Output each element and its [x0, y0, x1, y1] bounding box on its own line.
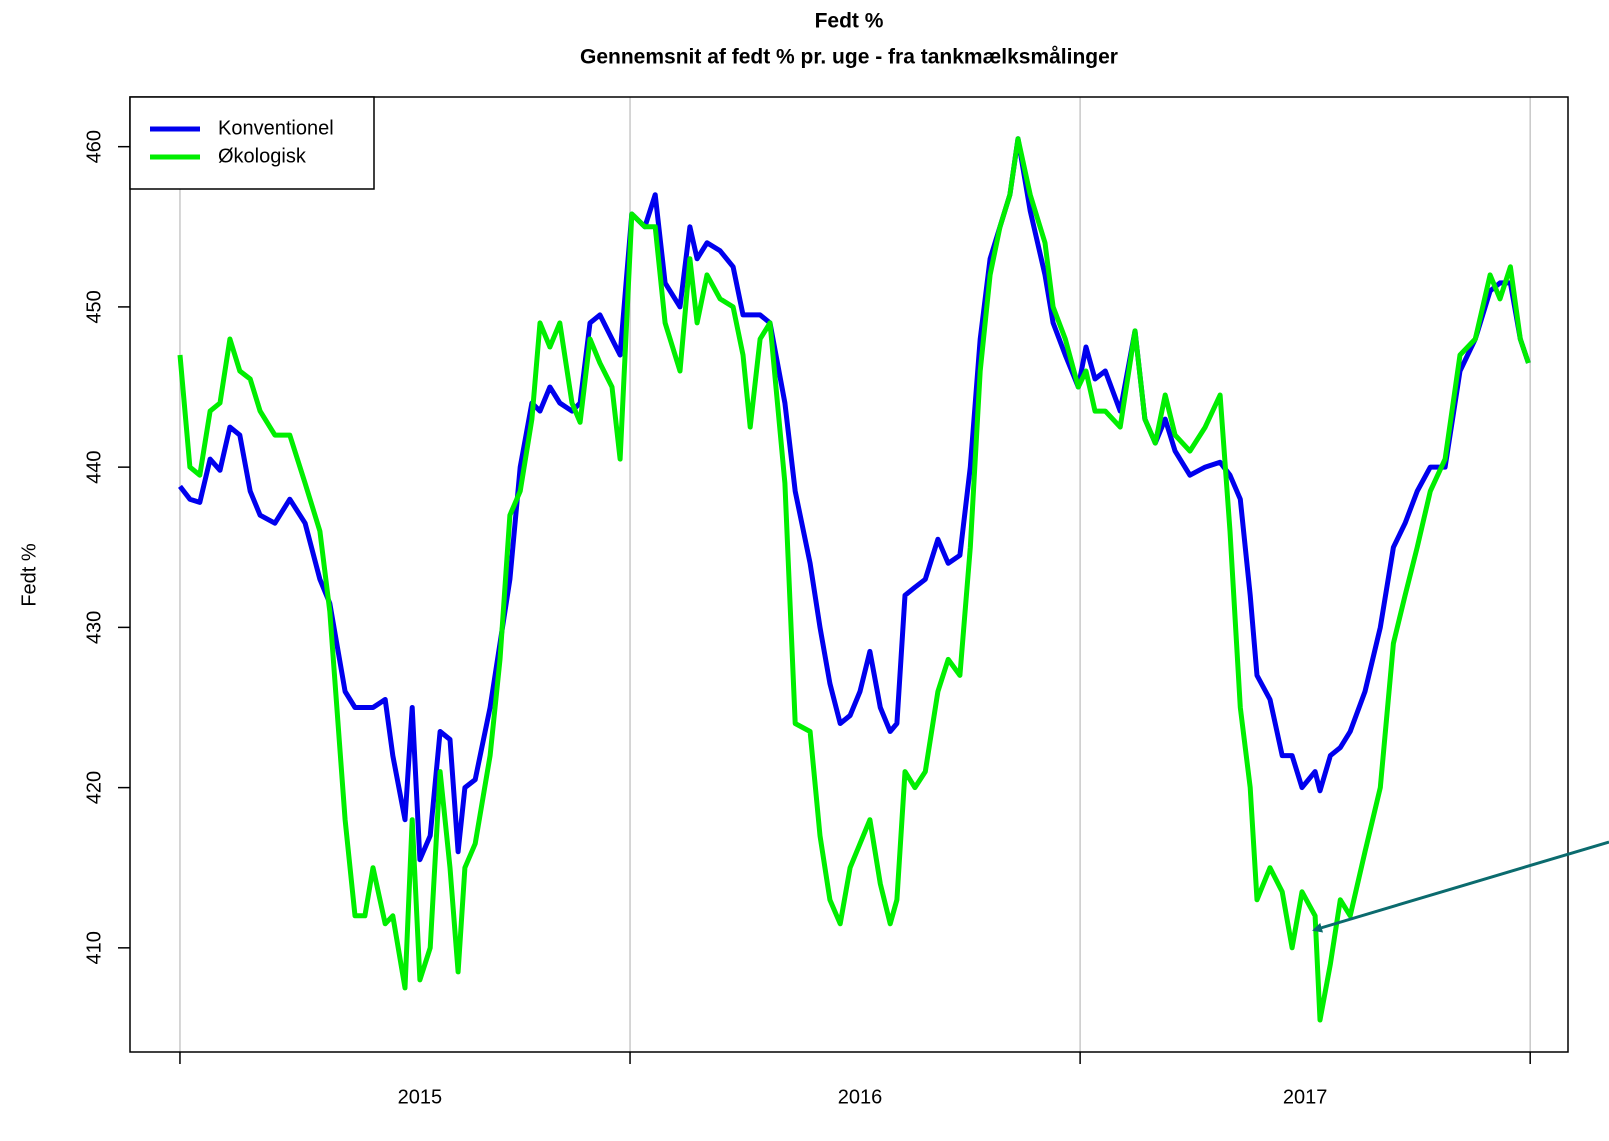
y-tick-label: 460 [83, 130, 105, 163]
y-tick-label: 420 [83, 771, 105, 804]
y-tick-label: 410 [83, 931, 105, 964]
series-line [178, 136, 1531, 863]
annotation-arrow [1312, 840, 1609, 933]
x-tick-label: 2017 [1283, 1086, 1328, 1108]
x-tick-label: 2015 [398, 1086, 443, 1108]
plot-frame [129, 96, 1569, 1053]
y-axis-label: Fedt % [18, 543, 40, 607]
axes: 2015 2016 2017 410 420 430 440 450 460 [83, 130, 1531, 1108]
legend-label: Konventionel [218, 117, 334, 139]
chart-title: Fedt % [815, 10, 884, 33]
series-line [177, 136, 1531, 1023]
y-tick-label: 450 [83, 290, 105, 323]
x-tick-label: 2016 [838, 1086, 883, 1108]
legend: Konventionel Økologisk [129, 96, 375, 190]
y-tick-label: 430 [83, 611, 105, 644]
chart-subtitle: Gennemsnit af fedt % pr. uge - fra tankm… [580, 46, 1118, 69]
y-tick-label: 440 [83, 450, 105, 483]
legend-label: Økologisk [218, 145, 307, 167]
legend-box [129, 96, 375, 190]
lines [177, 136, 1531, 1023]
